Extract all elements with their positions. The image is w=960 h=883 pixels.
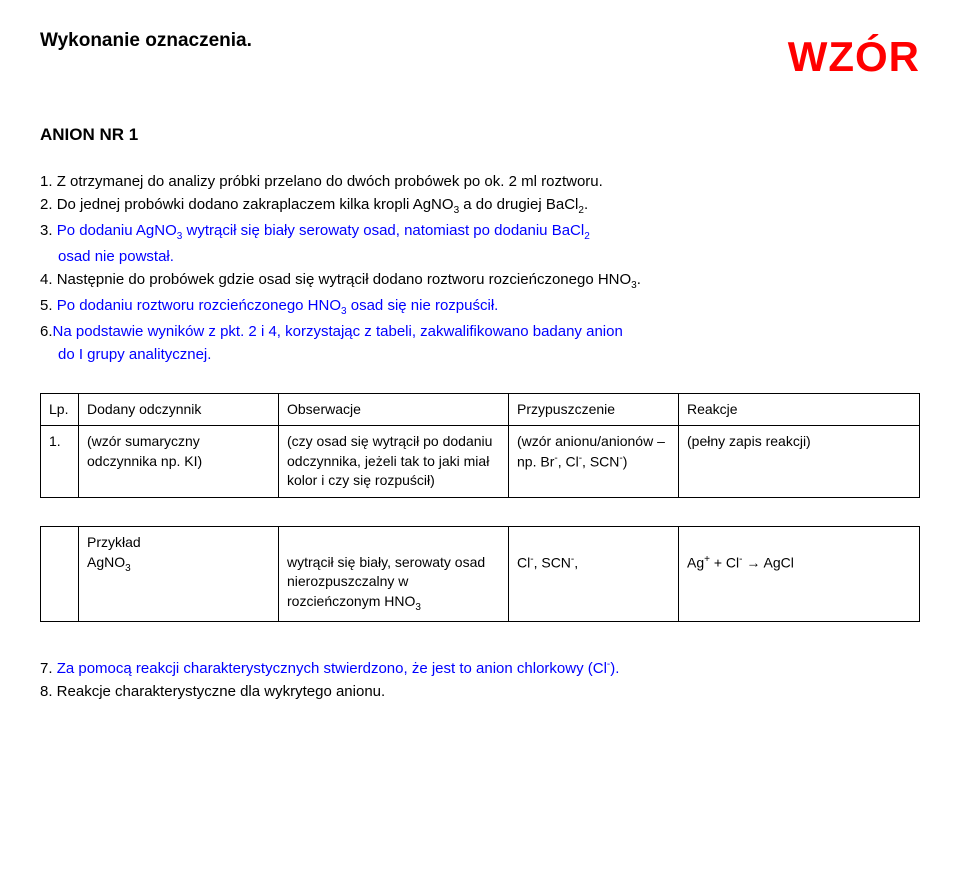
list-item: 6.Na podstawie wyników z pkt. 2 i 4, kor… (40, 321, 920, 342)
list-item: osad nie powstał. (40, 246, 920, 267)
header: Wykonanie oznaczenia. WZÓR (40, 28, 920, 87)
cell-obs: (czy osad się wytrącił po dodaniu odczyn… (279, 426, 509, 498)
cell-odcz: PrzykładAgNO3 (79, 526, 279, 621)
list-item: do I grupy analitycznej. (40, 344, 920, 365)
subtitle: ANION NR 1 (40, 123, 920, 147)
cell-przyp: Cl-, SCN-, (509, 526, 679, 621)
col-header: Reakcje (679, 393, 920, 426)
list-item: 3. Po dodaniu AgNO3 wytrącił się biały s… (40, 220, 920, 244)
list-item: 2. Do jednej probówki dodano zakraplacze… (40, 194, 920, 218)
footer-line: 7. Za pomocą reakcji charakterystycznych… (40, 658, 920, 679)
footer-line: 8. Reakcje charakterystyczne dla wykryte… (40, 681, 920, 702)
table-main: Lp. Dodany odczynnik Obserwacje Przypusz… (40, 393, 920, 498)
list-item: 5. Po dodaniu roztworu rozcieńczonego HN… (40, 295, 920, 319)
cell-reak: (pełny zapis reakcji) (679, 426, 920, 498)
procedure-list: 1. Z otrzymanej do analizy próbki przela… (40, 171, 920, 365)
table-example: PrzykładAgNO3 wytrącił się biały, serowa… (40, 526, 920, 622)
table-row: 1. (wzór sumaryczny odczynnika np. KI) (… (41, 426, 920, 498)
col-header: Lp. (41, 393, 79, 426)
title-right: WZÓR (788, 28, 920, 87)
cell-przyp: (wzór anionu/anionów – np. Br-, Cl-, SCN… (509, 426, 679, 498)
cell-odcz: (wzór sumaryczny odczynnika np. KI) (79, 426, 279, 498)
cell-lp (41, 526, 79, 621)
list-item: 4. Następnie do probówek gdzie osad się … (40, 269, 920, 293)
col-header: Obserwacje (279, 393, 509, 426)
cell-lp: 1. (41, 426, 79, 498)
table-header-row: Lp. Dodany odczynnik Obserwacje Przypusz… (41, 393, 920, 426)
cell-reak: Ag+ + Cl- → AgCl (679, 526, 920, 621)
table-row: PrzykładAgNO3 wytrącił się biały, serowa… (41, 526, 920, 621)
footer: 7. Za pomocą reakcji charakterystycznych… (40, 658, 920, 702)
col-header: Przypuszczenie (509, 393, 679, 426)
title-left: Wykonanie oznaczenia. (40, 28, 252, 55)
list-item: 1. Z otrzymanej do analizy próbki przela… (40, 171, 920, 192)
cell-obs: wytrącił się biały, serowaty osad nieroz… (279, 526, 509, 621)
col-header: Dodany odczynnik (79, 393, 279, 426)
